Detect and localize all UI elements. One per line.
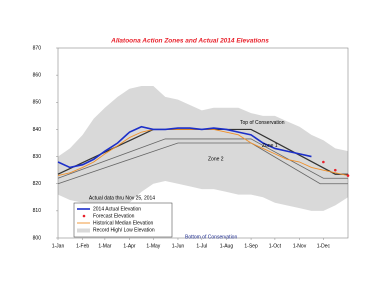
x-tick-label: 1-Dec xyxy=(317,243,331,249)
x-tick-label: 1-Jun xyxy=(172,243,185,249)
y-tick-label: 850 xyxy=(33,100,42,106)
forecast-point xyxy=(333,168,337,172)
y-tick-label: 800 xyxy=(33,235,42,241)
x-tick-label: 1-Apr xyxy=(123,243,136,249)
legend-label: Forecast Elevation xyxy=(93,213,135,219)
x-tick-label: 1-Jan xyxy=(52,243,65,249)
legend-label: 2014 Actual Elevation xyxy=(93,206,141,212)
x-tick-label: 1-Sep xyxy=(244,243,258,249)
forecast-point xyxy=(346,174,350,177)
y-tick-label: 830 xyxy=(33,154,42,160)
zone-line xyxy=(57,138,348,179)
plot-frame xyxy=(57,47,349,239)
x-tick-label: 1-Feb xyxy=(76,243,89,249)
x-tick-label: 1-Nov xyxy=(293,243,307,249)
record-band xyxy=(58,86,348,211)
legend-label: Historical Median Elevation xyxy=(93,220,154,226)
y-tick-label: 840 xyxy=(33,127,42,133)
annotation: Zone 1 xyxy=(262,143,278,149)
y-tick-label: 820 xyxy=(33,181,42,187)
y-tick-label: 810 xyxy=(33,208,42,214)
annotation: Zone 2 xyxy=(208,157,224,163)
annotation: Actual data thru Nov 25, 2014 xyxy=(89,195,155,201)
annotation: Bottom of Conservation xyxy=(185,234,237,240)
legend-swatch xyxy=(82,214,86,218)
legend-label: Record High/ Low Elevation xyxy=(93,227,155,233)
annotation: Top of Conservation xyxy=(240,120,285,126)
x-tick-label: 1-May xyxy=(146,243,160,249)
legend-box xyxy=(73,202,173,238)
y-tick-label: 860 xyxy=(33,72,42,78)
x-tick-label: 1-Jul xyxy=(196,243,207,249)
chart-title: Allatoona Action Zones and Actual 2014 E… xyxy=(110,38,269,45)
y-tick-label: 870 xyxy=(33,45,42,51)
forecast-point xyxy=(322,160,325,164)
legend-swatch xyxy=(77,228,90,233)
series-line xyxy=(57,125,312,169)
x-tick-label: 1-Aug xyxy=(220,243,234,249)
x-tick-label: 1-Oct xyxy=(269,243,282,249)
x-tick-label: 1-Mar xyxy=(98,243,111,249)
